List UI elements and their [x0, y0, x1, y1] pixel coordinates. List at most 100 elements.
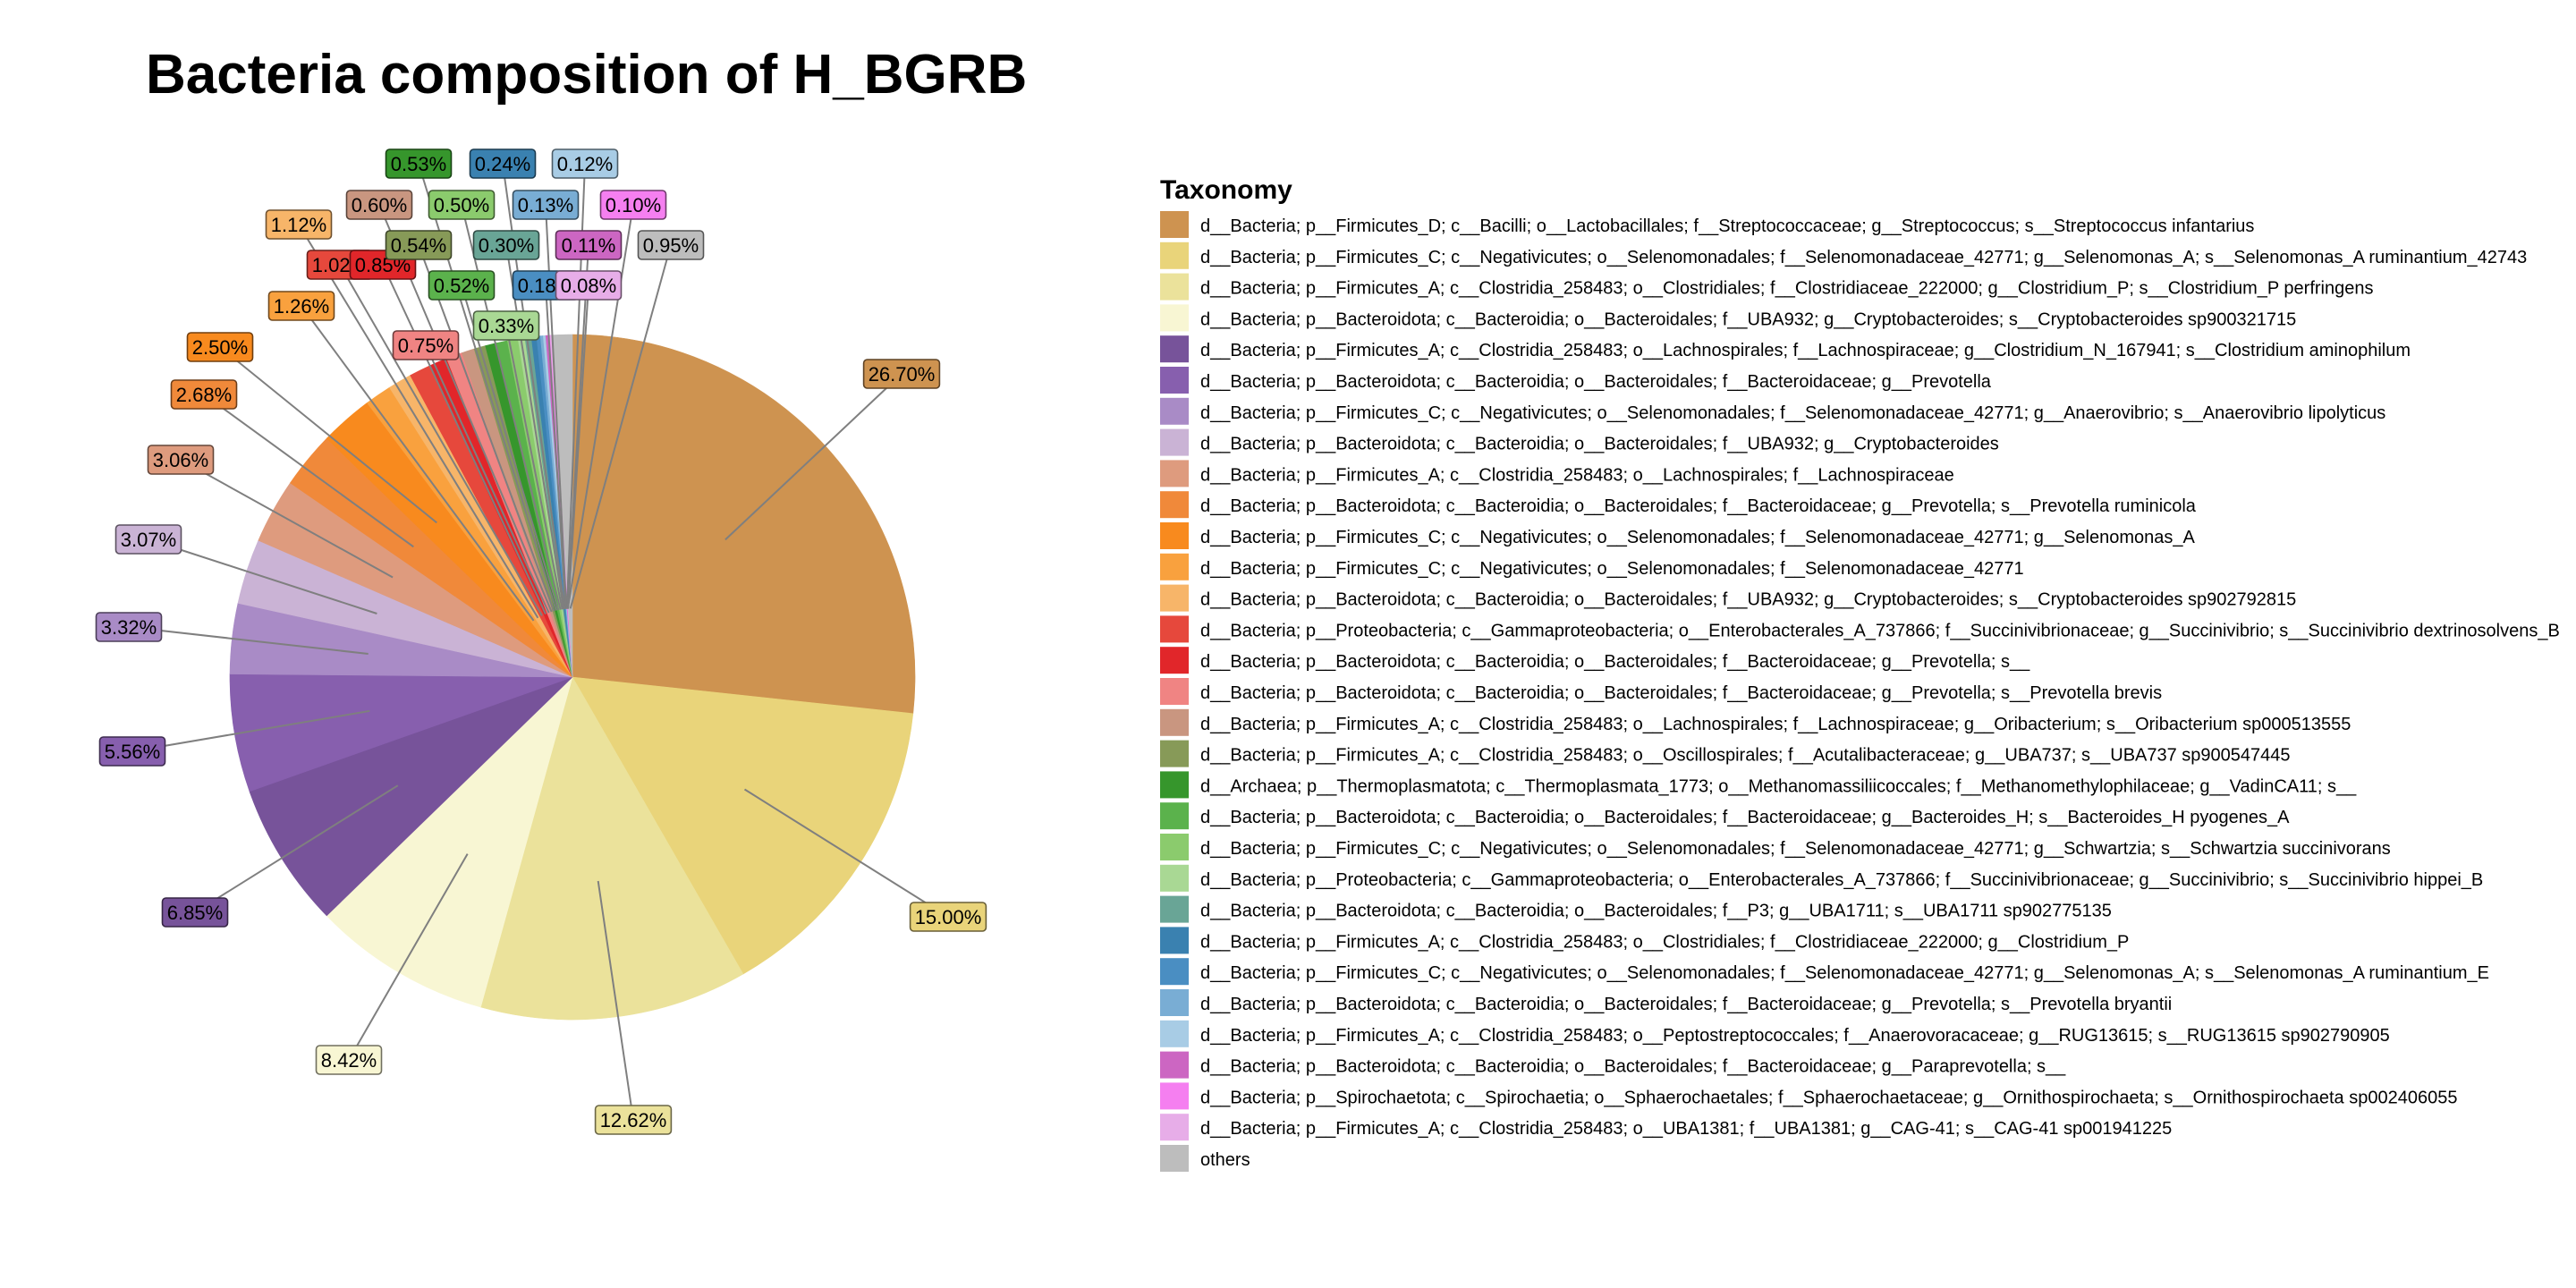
legend-label-d-bacteria-p-bacteroidota-c-bacteroidia-o-bacteroidales-f-ba: d__Bacteria; p__Bacteroidota; c__Bactero… — [1200, 683, 2162, 703]
slice-label-box — [555, 230, 623, 260]
slice-label-text: 3.07% — [121, 529, 176, 551]
legend-item-6: d__Bacteria; p__Bacteroidota; c__Bactero… — [1160, 367, 1992, 394]
slice-label-box — [392, 330, 460, 360]
slice-label-box — [428, 270, 496, 301]
slice-label-box — [315, 1045, 383, 1075]
slice-label-text: 0.50% — [434, 194, 489, 216]
leader-line-3 — [597, 880, 634, 1121]
slice-label-1: 26.70% — [862, 359, 941, 389]
leader-line-2 — [743, 788, 949, 918]
legend-swatch — [1160, 553, 1189, 580]
slice-label-text: 8.42% — [321, 1049, 377, 1072]
slice-label-10: 2.68% — [170, 379, 238, 410]
slice-label-text: 2.50% — [192, 336, 248, 359]
legend-label-d-bacteria-p-firmicutes-a-c-clostridia-258483-o-clostridiale: d__Bacteria; p__Firmicutes_A; c__Clostri… — [1200, 279, 2373, 299]
slice-label-24: 0.24% — [469, 148, 537, 179]
legend-swatch — [1160, 927, 1189, 954]
legend-item-3: d__Bacteria; p__Firmicutes_A; c__Clostri… — [1160, 273, 2373, 301]
legend-swatch — [1160, 958, 1189, 986]
legend-label-d-bacteria-p-bacteroidota-c-bacteroidia-o-bacteroidales-f-ba: d__Bacteria; p__Bacteroidota; c__Bactero… — [1200, 1057, 2066, 1077]
legend-swatch — [1160, 491, 1189, 519]
slice-label-text: 2.68% — [176, 384, 232, 406]
leader-line-14 — [339, 264, 543, 616]
slice-label-13: 1.12% — [265, 209, 333, 240]
legend-item-28: d__Bacteria; p__Bacteroidota; c__Bactero… — [1160, 1051, 2066, 1079]
leader-line-29 — [566, 204, 634, 609]
leader-line-8 — [148, 538, 377, 614]
leader-line-18 — [418, 244, 555, 612]
leader-line-6 — [131, 709, 370, 752]
legend-item-13: d__Bacteria; p__Bacteroidota; c__Bactero… — [1160, 584, 2296, 612]
leader-line-31 — [569, 244, 672, 609]
slice-label-text: 0.75% — [398, 335, 453, 357]
legend-item-16: d__Bacteria; p__Bacteroidota; c__Bactero… — [1160, 678, 2162, 705]
legend-swatch — [1160, 367, 1189, 394]
legend-swatch — [1160, 1051, 1189, 1079]
slice-label-text: 1.26% — [274, 295, 329, 318]
legend-swatch — [1160, 1114, 1189, 1141]
legend-label-d-bacteria-p-firmicutes-a-c-clostridia-258483-o-lachnospiral: d__Bacteria; p__Firmicutes_A; c__Clostri… — [1200, 341, 2411, 360]
slice-label-box — [637, 230, 705, 260]
leader-line-22 — [505, 325, 564, 610]
legend-item-8: d__Bacteria; p__Bacteroidota; c__Bactero… — [1160, 428, 1999, 456]
leader-line-28 — [566, 244, 589, 609]
legend-label-d-bacteria-p-firmicutes-c-c-negativicutes-o-selenomonadales-: d__Bacteria; p__Firmicutes_C; c__Negativ… — [1200, 528, 2196, 547]
slice-label-box — [472, 230, 540, 260]
slice-label-31: 0.95% — [637, 230, 705, 260]
legend-label-d-bacteria-p-bacteroidota-c-bacteroidia-o-bacteroidales-f-ba: d__Bacteria; p__Bacteroidota; c__Bactero… — [1200, 496, 2197, 516]
leader-line-12 — [301, 305, 535, 622]
leader-line-4 — [348, 853, 469, 1061]
legend-item-29: d__Bacteria; p__Spirochaetota; c__Spiroc… — [1160, 1082, 2457, 1110]
slice-label-19: 0.53% — [385, 148, 453, 179]
slice-label-11: 2.50% — [186, 332, 254, 362]
legend-item-9: d__Bacteria; p__Firmicutes_A; c__Clostri… — [1160, 460, 1954, 487]
legend-label-d-bacteria-p-firmicutes-a-c-clostridia-258483-o-peptostrepto: d__Bacteria; p__Firmicutes_A; c__Clostri… — [1200, 1026, 2390, 1046]
slice-label-text: 0.24% — [475, 153, 530, 175]
legend-item-19: d__Archaea; p__Thermoplasmatota; c__Ther… — [1160, 771, 2357, 799]
slice-label-box — [98, 736, 166, 767]
legend-swatch — [1160, 1020, 1189, 1047]
slice-label-text: 3.06% — [153, 449, 208, 471]
legend-item-11: d__Bacteria; p__Firmicutes_C; c__Negativ… — [1160, 522, 2196, 549]
leader-line-10 — [203, 394, 414, 548]
slice-label-text: 0.30% — [479, 234, 534, 257]
slice-label-box — [345, 190, 413, 220]
slice-label-18: 0.54% — [385, 230, 453, 260]
leader-line-30 — [567, 284, 589, 609]
slice-label-3: 12.62% — [594, 1105, 673, 1135]
slice-label-text: 0.12% — [557, 153, 613, 175]
legend-swatch — [1160, 273, 1189, 301]
legend-swatch — [1160, 647, 1189, 674]
slice-label-29: 0.10% — [599, 190, 667, 220]
leader-line-11 — [219, 346, 437, 524]
slice-label-box — [267, 291, 335, 321]
legend-label-d-bacteria-p-firmicutes-c-c-negativicutes-o-selenomonadales-: d__Bacteria; p__Firmicutes_C; c__Negativ… — [1200, 559, 2024, 579]
legend-item-31: others — [1160, 1145, 1250, 1172]
legend-item-22: d__Bacteria; p__Proteobacteria; c__Gamma… — [1160, 864, 2483, 892]
legend-item-4: d__Bacteria; p__Bacteroidota; c__Bactero… — [1160, 304, 2296, 332]
slice-label-box — [265, 209, 333, 240]
slice-label-box — [186, 332, 254, 362]
legend-label-d-bacteria-p-firmicutes-c-c-negativicutes-o-selenomonadales-: d__Bacteria; p__Firmicutes_C; c__Negativ… — [1200, 963, 2489, 983]
legend-swatch — [1160, 834, 1189, 860]
legend-item-15: d__Bacteria; p__Bacteroidota; c__Bactero… — [1160, 647, 2030, 674]
leader-line-1 — [724, 373, 902, 541]
leader-line-15 — [382, 264, 547, 614]
slice-label-box — [862, 359, 941, 389]
slice-label-box — [161, 897, 229, 928]
slice-label-box — [95, 612, 163, 642]
slice-label-text: 0.10% — [606, 194, 661, 216]
leader-line-5 — [194, 784, 399, 913]
legend-item-25: d__Bacteria; p__Firmicutes_C; c__Negativ… — [1160, 958, 2489, 986]
legend-label-d-bacteria-p-bacteroidota-c-bacteroidia-o-bacteroidales-f-ub: d__Bacteria; p__Bacteroidota; c__Bactero… — [1200, 435, 1999, 454]
legend-item-18: d__Bacteria; p__Firmicutes_A; c__Clostri… — [1160, 740, 2291, 767]
slice-label-16: 0.75% — [392, 330, 460, 360]
slice-label-box — [599, 190, 667, 220]
slice-label-text: 3.32% — [101, 616, 157, 639]
slice-label-text: 0.33% — [479, 315, 534, 337]
legend-swatch — [1160, 397, 1189, 425]
legend-item-10: d__Bacteria; p__Bacteroidota; c__Bactero… — [1160, 491, 2197, 519]
legend-label-d-bacteria-p-firmicutes-a-c-clostridia-258483-o-lachnospiral: d__Bacteria; p__Firmicutes_A; c__Clostri… — [1200, 465, 1954, 485]
legend-label-d-bacteria-p-proteobacteria-c-gammaproteobacteria-o-enteroba: d__Bacteria; p__Proteobacteria; c__Gamma… — [1200, 870, 2483, 890]
